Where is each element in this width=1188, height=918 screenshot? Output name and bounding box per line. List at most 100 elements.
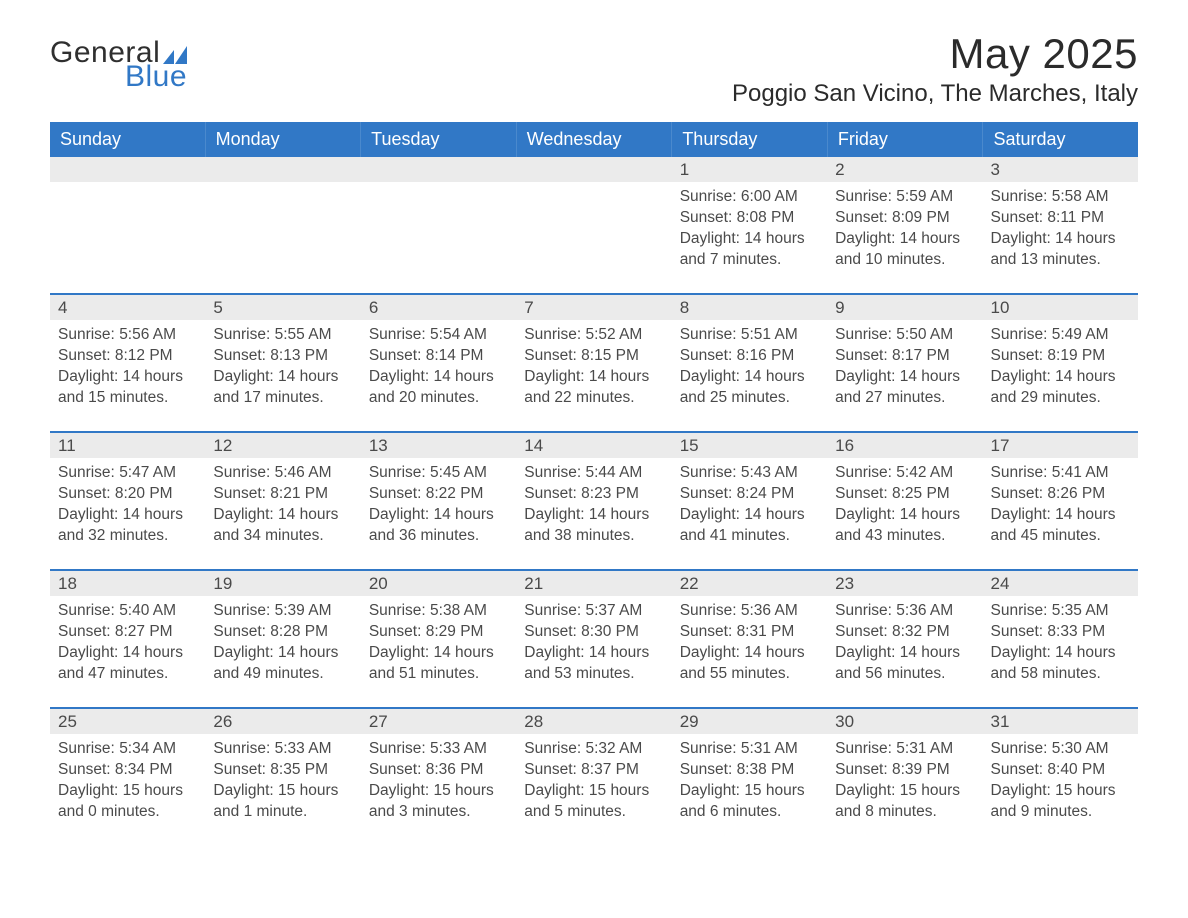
sunset-label: Sunset: (58, 623, 111, 640)
sunrise-label: Sunrise: (213, 602, 270, 619)
daylight-line: Daylight: 14 hours and 49 minutes. (213, 643, 354, 685)
calendar-cell: 23Sunrise: 5:36 AMSunset: 8:32 PMDayligh… (827, 571, 982, 707)
sunset-line: Sunset: 8:40 PM (991, 760, 1132, 781)
calendar-cell: 17Sunrise: 5:41 AMSunset: 8:26 PMDayligh… (983, 433, 1138, 569)
sunrise-label: Sunrise: (835, 188, 892, 205)
sunrise-value: 5:47 AM (119, 464, 176, 481)
sunrise-value: 5:50 AM (896, 326, 953, 343)
calendar-cell: 12Sunrise: 5:46 AMSunset: 8:21 PMDayligh… (205, 433, 360, 569)
weekday-header: Thursday (672, 122, 828, 157)
calendar-body: 1Sunrise: 6:00 AMSunset: 8:08 PMDaylight… (50, 157, 1138, 845)
day-details: Sunrise: 5:55 AMSunset: 8:13 PMDaylight:… (211, 325, 354, 409)
calendar-cell: 5Sunrise: 5:55 AMSunset: 8:13 PMDaylight… (205, 295, 360, 431)
sunrise-value: 5:52 AM (585, 326, 642, 343)
sunset-line: Sunset: 8:32 PM (835, 622, 976, 643)
sunrise-label: Sunrise: (991, 464, 1048, 481)
daylight-label: Daylight: (680, 782, 740, 799)
daylight-line: Daylight: 14 hours and 51 minutes. (369, 643, 510, 685)
daylight-line: Daylight: 14 hours and 20 minutes. (369, 367, 510, 409)
calendar-cell (516, 157, 671, 293)
sunset-label: Sunset: (58, 761, 111, 778)
sunset-label: Sunset: (680, 347, 733, 364)
weekday-header: Friday (828, 122, 984, 157)
sunrise-label: Sunrise: (213, 464, 270, 481)
calendar: SundayMondayTuesdayWednesdayThursdayFrid… (50, 122, 1138, 845)
sunrise-value: 5:40 AM (119, 602, 176, 619)
sunset-value: 8:16 PM (737, 347, 795, 364)
sunset-value: 8:33 PM (1047, 623, 1105, 640)
day-number: 23 (827, 571, 982, 596)
day-number: 25 (50, 709, 205, 734)
calendar-cell: 19Sunrise: 5:39 AMSunset: 8:28 PMDayligh… (205, 571, 360, 707)
day-details: Sunrise: 5:49 AMSunset: 8:19 PMDaylight:… (989, 325, 1132, 409)
daylight-line: Daylight: 14 hours and 58 minutes. (991, 643, 1132, 685)
sunrise-line: Sunrise: 5:42 AM (835, 463, 976, 484)
sunrise-line: Sunrise: 6:00 AM (680, 187, 821, 208)
title-block: May 2025 Poggio San Vicino, The Marches,… (732, 30, 1138, 108)
sunset-line: Sunset: 8:31 PM (680, 622, 821, 643)
sunset-label: Sunset: (991, 485, 1044, 502)
sunrise-value: 5:43 AM (741, 464, 798, 481)
calendar-cell: 31Sunrise: 5:30 AMSunset: 8:40 PMDayligh… (983, 709, 1138, 845)
sunrise-label: Sunrise: (835, 464, 892, 481)
sunrise-line: Sunrise: 5:35 AM (991, 601, 1132, 622)
sunset-label: Sunset: (991, 761, 1044, 778)
sunset-value: 8:39 PM (892, 761, 950, 778)
calendar-cell: 27Sunrise: 5:33 AMSunset: 8:36 PMDayligh… (361, 709, 516, 845)
day-number: 15 (672, 433, 827, 458)
sunrise-label: Sunrise: (835, 740, 892, 757)
sunset-label: Sunset: (369, 623, 422, 640)
sunrise-label: Sunrise: (680, 464, 737, 481)
daylight-line: Daylight: 14 hours and 13 minutes. (991, 229, 1132, 271)
sunset-line: Sunset: 8:27 PM (58, 622, 199, 643)
sunset-line: Sunset: 8:12 PM (58, 346, 199, 367)
day-details: Sunrise: 5:51 AMSunset: 8:16 PMDaylight:… (678, 325, 821, 409)
sunrise-value: 5:30 AM (1052, 740, 1109, 757)
day-details: Sunrise: 5:32 AMSunset: 8:37 PMDaylight:… (522, 739, 665, 823)
sunset-value: 8:24 PM (737, 485, 795, 502)
sunrise-line: Sunrise: 5:30 AM (991, 739, 1132, 760)
sunrise-value: 5:59 AM (896, 188, 953, 205)
day-number: 21 (516, 571, 671, 596)
sunset-line: Sunset: 8:28 PM (213, 622, 354, 643)
page-title: May 2025 (732, 30, 1138, 78)
sunrise-label: Sunrise: (991, 188, 1048, 205)
day-number: 6 (361, 295, 516, 320)
day-number: 17 (983, 433, 1138, 458)
sunset-value: 8:29 PM (426, 623, 484, 640)
sunset-line: Sunset: 8:11 PM (991, 208, 1132, 229)
day-details: Sunrise: 6:00 AMSunset: 8:08 PMDaylight:… (678, 187, 821, 271)
brand-word2: Blue (125, 60, 187, 94)
sunset-value: 8:15 PM (581, 347, 639, 364)
weekday-header: Wednesday (517, 122, 673, 157)
sunrise-label: Sunrise: (524, 326, 581, 343)
daylight-line: Daylight: 14 hours and 43 minutes. (835, 505, 976, 547)
sunrise-label: Sunrise: (369, 602, 426, 619)
daylight-label: Daylight: (680, 368, 740, 385)
sunset-label: Sunset: (213, 347, 266, 364)
day-number (50, 157, 205, 182)
sunrise-label: Sunrise: (58, 464, 115, 481)
daylight-line: Daylight: 14 hours and 34 minutes. (213, 505, 354, 547)
sunrise-line: Sunrise: 5:59 AM (835, 187, 976, 208)
daylight-line: Daylight: 14 hours and 56 minutes. (835, 643, 976, 685)
day-number: 31 (983, 709, 1138, 734)
sunset-label: Sunset: (835, 761, 888, 778)
sunrise-label: Sunrise: (58, 326, 115, 343)
sunset-label: Sunset: (369, 485, 422, 502)
sunset-value: 8:20 PM (115, 485, 173, 502)
day-details: Sunrise: 5:37 AMSunset: 8:30 PMDaylight:… (522, 601, 665, 685)
day-number: 29 (672, 709, 827, 734)
sunrise-line: Sunrise: 5:43 AM (680, 463, 821, 484)
sunset-line: Sunset: 8:38 PM (680, 760, 821, 781)
sunset-line: Sunset: 8:39 PM (835, 760, 976, 781)
daylight-line: Daylight: 14 hours and 22 minutes. (524, 367, 665, 409)
sunset-label: Sunset: (524, 761, 577, 778)
sunset-value: 8:21 PM (270, 485, 328, 502)
calendar-cell: 1Sunrise: 6:00 AMSunset: 8:08 PMDaylight… (672, 157, 827, 293)
sunset-line: Sunset: 8:35 PM (213, 760, 354, 781)
sunset-label: Sunset: (369, 347, 422, 364)
day-details: Sunrise: 5:46 AMSunset: 8:21 PMDaylight:… (211, 463, 354, 547)
sunrise-label: Sunrise: (524, 740, 581, 757)
sunrise-label: Sunrise: (58, 602, 115, 619)
